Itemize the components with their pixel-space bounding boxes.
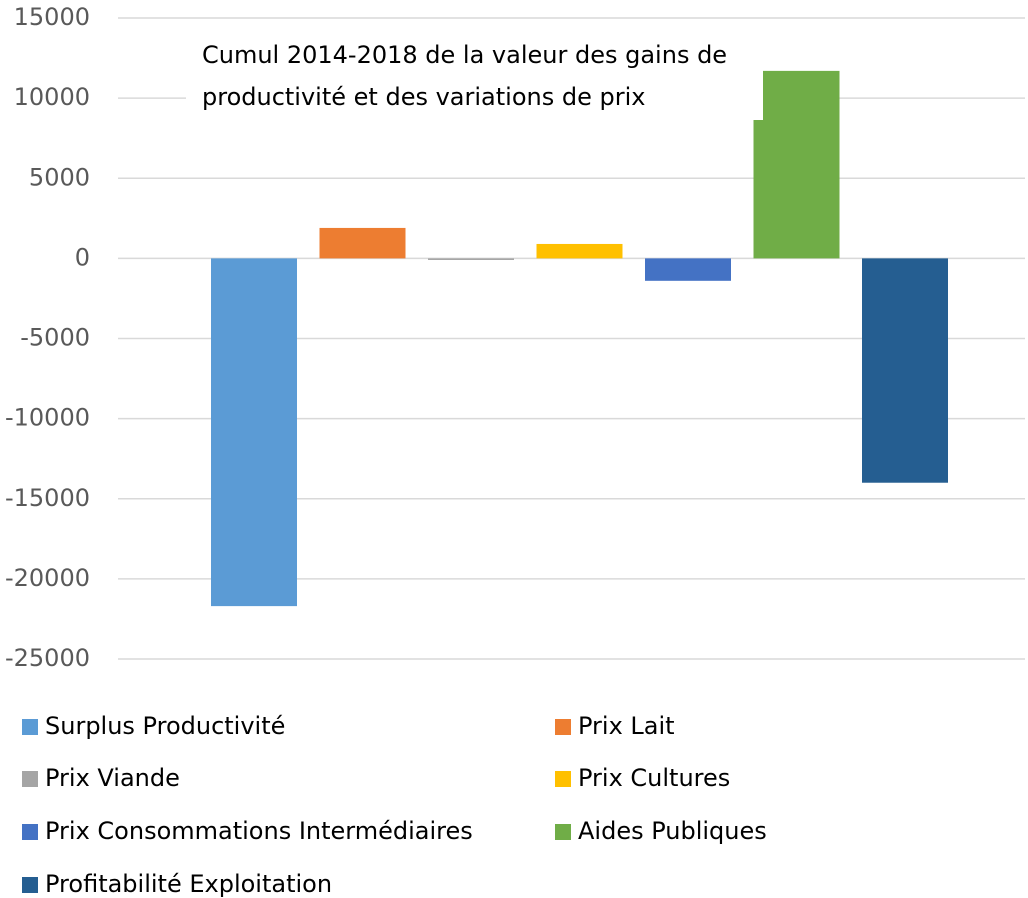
bar [862,258,948,483]
y-tick-label: -15000 [5,484,90,512]
y-tick-label: 5000 [29,163,90,191]
legend-label: Prix Consommations Intermédiaires [45,817,473,845]
legend-label: Prix Viande [45,764,180,792]
y-tick-label: -10000 [5,404,90,432]
bar [753,70,840,259]
y-tick-label: -5000 [20,324,90,352]
legend-label: Surplus Productivité [45,712,285,740]
bar [319,227,406,259]
y-tick-label: 0 [75,243,90,271]
y-tick-label: -25000 [5,644,90,672]
bar [211,258,297,607]
bar [645,258,731,281]
legend-swatch [555,719,571,735]
legend-swatch [22,824,38,840]
legend-swatch [22,719,38,735]
y-tick-label: 10000 [14,83,90,111]
bar [428,258,514,260]
y-tick-label: 15000 [14,3,90,31]
legend-label: Prix Lait [578,712,675,740]
legend-swatch [22,877,38,893]
y-tick-label: -20000 [5,564,90,592]
legend-label: Aides Publiques [578,817,767,845]
legend-swatch [555,771,571,787]
legend-label: Profitabilité Exploitation [45,870,332,898]
legend-swatch [555,824,571,840]
legend-swatch [22,771,38,787]
chart-title: Cumul 2014-2018 de la valeur des gains d… [186,32,763,120]
bar [536,243,623,259]
legend-label: Prix Cultures [578,764,730,792]
